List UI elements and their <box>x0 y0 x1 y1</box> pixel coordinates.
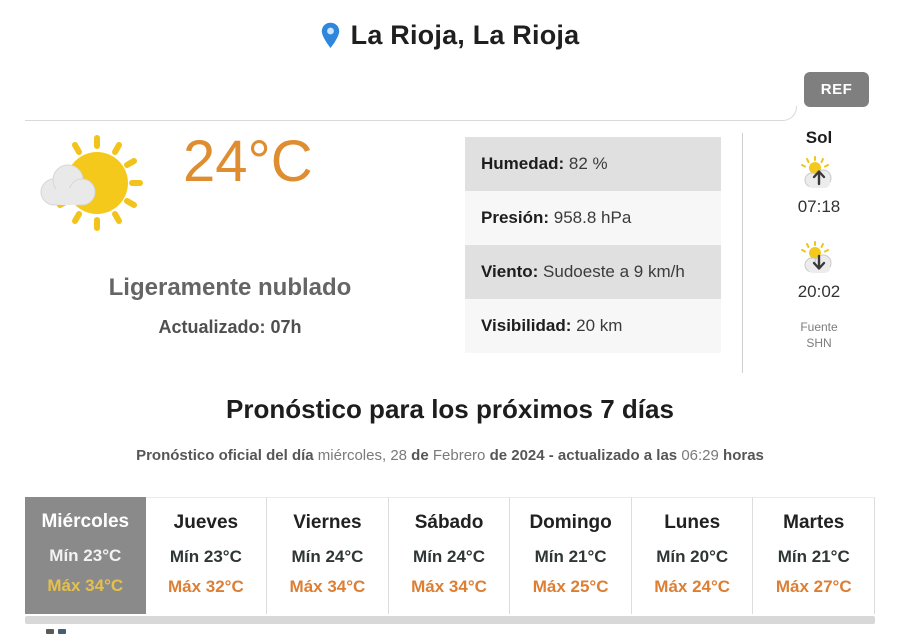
forecast-day-martes[interactable]: Martes Mín 21°C Máx 27°C <box>753 497 876 614</box>
visibility-label: Visibilidad: <box>481 316 572 335</box>
forecast-day-domingo[interactable]: Domingo Mín 21°C Máx 25°C <box>510 497 632 614</box>
humidity-value: 82 % <box>568 154 608 173</box>
subtitle-part: de 2024 - actualizado a las <box>489 447 682 464</box>
forecast-day-jueves[interactable]: Jueves Mín 23°C Máx 32°C <box>145 497 268 614</box>
day-min-temp: Mín 23°C <box>169 547 242 566</box>
sunrise-time: 07:18 <box>797 197 841 216</box>
weather-details: Humedad: 82 % Presión: 958.8 hPa Viento:… <box>465 137 721 353</box>
day-name: Martes <box>783 512 845 533</box>
cut-off-text <box>46 629 86 634</box>
forecast-title: Pronóstico para los próximos 7 días <box>226 394 674 424</box>
updated-time: Actualizado: 07h <box>158 317 302 337</box>
location-pin-icon <box>321 22 340 49</box>
forecast-day-miercoles[interactable]: Miércoles Mín 23°C Máx 34°C <box>25 497 146 614</box>
day-name: Jueves <box>173 512 239 533</box>
pressure-label: Presión: <box>481 208 550 227</box>
horizontal-scrollbar[interactable] <box>25 616 875 624</box>
day-min-temp: Mín 21°C <box>534 547 607 566</box>
visibility-row: Visibilidad: 20 km <box>465 299 721 353</box>
sunset-icon <box>767 241 871 280</box>
day-max-temp: Máx 34°C <box>411 577 487 596</box>
current-temperature: 24°C <box>183 129 313 194</box>
vertical-divider <box>742 133 743 373</box>
forecast-day-viernes[interactable]: Viernes Mín 24°C Máx 34°C <box>267 497 389 614</box>
partly-cloudy-icon <box>30 130 150 240</box>
humidity-row: Humedad: 82 % <box>465 137 721 191</box>
subtitle-part: 06:29 <box>681 447 724 464</box>
wind-label: Viento: <box>481 262 539 281</box>
source-name: SHN <box>806 336 832 350</box>
day-name: Domingo <box>529 512 612 533</box>
sunset-time: 20:02 <box>797 282 841 301</box>
forecast-table: Miércoles Mín 23°C Máx 34°C Jueves Mín 2… <box>25 497 876 614</box>
subtitle-part: de <box>411 447 433 464</box>
sunrise-icon <box>767 156 871 195</box>
sun-section: Sol <box>767 128 871 351</box>
day-min-temp: Mín 23°C <box>49 546 122 565</box>
sun-section-title: Sol <box>805 128 833 147</box>
source-label: Fuente <box>800 320 838 334</box>
wind-row: Viento: Sudoeste a 9 km/h <box>465 245 721 299</box>
pressure-row: Presión: 958.8 hPa <box>465 191 721 245</box>
visibility-value: 20 km <box>576 316 623 335</box>
day-name: Lunes <box>664 512 721 533</box>
subtitle-part: Febrero <box>432 447 490 464</box>
day-max-temp: Máx 34°C <box>47 576 124 595</box>
source-attribution: Fuente SHN <box>767 319 871 351</box>
day-max-temp: Máx 24°C <box>654 577 731 596</box>
subtitle-part: Pronóstico oficial del día <box>136 447 318 464</box>
day-name: Sábado <box>414 512 484 533</box>
card-top-border <box>25 106 797 121</box>
pressure-value: 958.8 hPa <box>553 208 632 227</box>
forecast-day-lunes[interactable]: Lunes Mín 20°C Máx 24°C <box>631 497 754 614</box>
day-min-temp: Mín 21°C <box>777 547 850 566</box>
current-condition: Ligeramente nublado <box>108 274 352 301</box>
subtitle-part: horas <box>723 447 764 464</box>
subtitle-part: miércoles, 28 <box>317 447 412 464</box>
day-max-temp: Máx 25°C <box>532 577 609 596</box>
day-min-temp: Mín 24°C <box>291 547 364 566</box>
humidity-label: Humedad: <box>481 154 565 173</box>
page-header: La Rioja, La Rioja <box>0 12 900 58</box>
wind-value: Sudoeste a 9 km/h <box>543 262 685 281</box>
day-max-temp: Máx 27°C <box>775 577 852 596</box>
day-name: Viernes <box>293 512 362 533</box>
forecast-day-sabado[interactable]: Sábado Mín 24°C Máx 34°C <box>388 497 511 614</box>
ref-button[interactable]: REF <box>804 72 869 107</box>
day-name: Miércoles <box>41 511 130 532</box>
forecast-subtitle: Pronóstico oficial del día miércoles, 28… <box>0 447 900 464</box>
day-min-temp: Mín 20°C <box>656 547 729 566</box>
day-max-temp: Máx 32°C <box>167 577 244 596</box>
page-title: La Rioja, La Rioja <box>350 19 580 50</box>
day-max-temp: Máx 34°C <box>289 577 366 596</box>
day-min-temp: Mín 24°C <box>413 547 486 566</box>
